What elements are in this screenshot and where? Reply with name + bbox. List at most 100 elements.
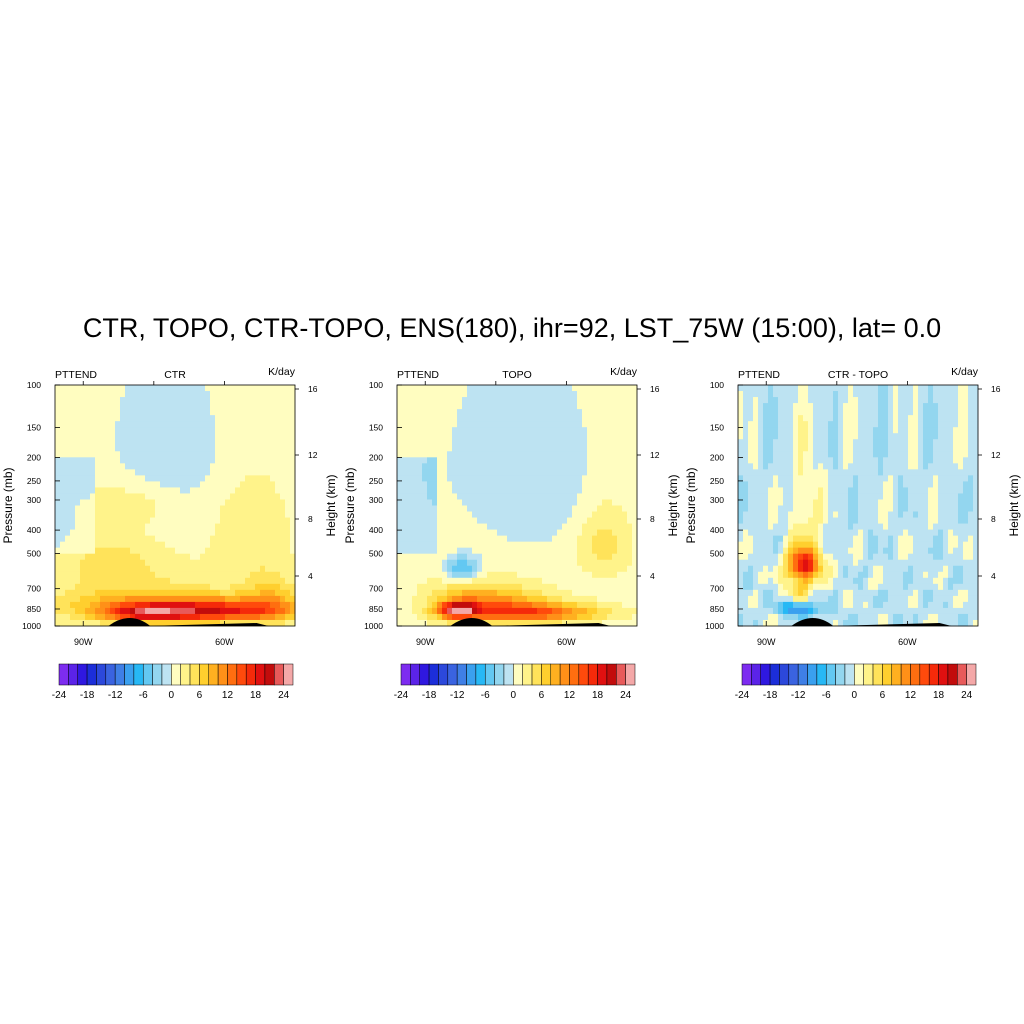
heatmap-cell	[215, 481, 221, 488]
heatmap-cell	[225, 571, 231, 579]
heatmap-cell	[743, 457, 749, 464]
heatmap-cell	[70, 601, 76, 609]
heatmap-cell	[402, 619, 408, 627]
heatmap-cell	[60, 391, 66, 398]
heatmap-cell	[195, 583, 201, 591]
heatmap-cell	[788, 577, 794, 585]
heatmap-cell	[502, 547, 508, 555]
heatmap-cell	[848, 523, 854, 531]
heatmap-cell	[452, 385, 458, 392]
heatmap-cell	[828, 547, 834, 555]
heatmap-cell	[205, 385, 211, 392]
heatmap-cell	[612, 481, 618, 488]
heatmap-cell	[175, 439, 181, 446]
heatmap-cell	[70, 499, 76, 506]
heatmap-cell	[582, 577, 588, 585]
heatmap-cell	[487, 451, 493, 458]
heatmap-cell	[612, 523, 618, 531]
heatmap-cell	[65, 487, 71, 494]
heatmap-cell	[140, 451, 146, 458]
heatmap-cell	[255, 385, 261, 392]
heatmap-cell	[572, 415, 578, 422]
heatmap-cell	[778, 469, 784, 476]
heatmap-cell	[798, 595, 804, 603]
heatmap-cell	[497, 403, 503, 410]
heatmap-cell	[833, 505, 839, 512]
heatmap-cell	[482, 463, 488, 470]
heatmap-cell	[120, 409, 126, 416]
heatmap-cell	[808, 421, 814, 428]
heatmap-cell	[220, 463, 226, 470]
heatmap-cell	[562, 505, 568, 512]
heatmap-cell	[190, 481, 196, 488]
heatmap-cell	[462, 469, 468, 476]
heatmap-cell	[617, 529, 623, 537]
heatmap-cell	[763, 403, 769, 410]
heatmap-cell	[487, 583, 493, 591]
heatmap-cell	[442, 553, 448, 561]
heatmap-cell	[497, 439, 503, 446]
heatmap-cell	[838, 607, 844, 615]
heatmap-cell	[788, 481, 794, 488]
heatmap-cell	[70, 421, 76, 428]
heatmap-cell	[838, 451, 844, 458]
heatmap-cell	[482, 595, 488, 603]
heatmap-cell	[200, 415, 206, 422]
heatmap-cell	[260, 421, 266, 428]
heatmap-cell	[818, 493, 824, 500]
heatmap-cell	[75, 391, 81, 398]
heatmap-cell	[165, 391, 171, 398]
heatmap-cell	[255, 565, 261, 573]
heatmap-cell	[110, 523, 116, 531]
heatmap-cell	[507, 499, 513, 506]
heatmap-cell	[547, 565, 553, 573]
heatmap-cell	[527, 451, 533, 458]
heatmap-cell	[75, 499, 81, 506]
heatmap-cell	[210, 409, 216, 416]
heatmap-cell	[215, 565, 221, 573]
heatmap-cell	[602, 577, 608, 585]
heatmap-cell	[793, 523, 799, 531]
heatmap-cell	[427, 475, 433, 482]
heatmap-cell	[788, 397, 794, 404]
heatmap-cell	[843, 487, 849, 494]
heatmap-cell	[160, 541, 166, 549]
heatmap-cell	[230, 523, 236, 531]
heatmap-cell	[823, 475, 829, 482]
heatmap-cell	[130, 607, 136, 615]
heatmap-cell	[482, 439, 488, 446]
heatmap-cell	[527, 547, 533, 555]
heatmap-cell	[632, 415, 638, 422]
heatmap-cell	[452, 511, 458, 518]
heatmap-cell	[250, 499, 256, 506]
heatmap-cell	[422, 457, 428, 464]
heatmap-cell	[753, 511, 759, 518]
heatmap-cell	[617, 385, 623, 392]
heatmap-cell	[155, 577, 161, 585]
heatmap-cell	[65, 541, 71, 549]
heatmap-cell	[627, 571, 633, 579]
heatmap-cell	[130, 529, 136, 537]
heatmap-cell	[60, 421, 66, 428]
heatmap-cell	[175, 487, 181, 494]
height-tick-label: 12	[650, 450, 660, 460]
heatmap-cell	[85, 433, 91, 440]
heatmap-cell	[622, 529, 628, 537]
heatmap-cell	[70, 445, 76, 452]
heatmap-cell	[185, 457, 191, 464]
heatmap-cell	[477, 451, 483, 458]
heatmap-cell	[768, 481, 774, 488]
heatmap-cell	[467, 505, 473, 512]
heatmap-cell	[803, 475, 809, 482]
heatmap-cell	[65, 607, 71, 615]
heatmap-cell	[120, 391, 126, 398]
heatmap-cell	[622, 397, 628, 404]
heatmap-cell	[572, 439, 578, 446]
heatmap-cell	[417, 589, 423, 597]
heatmap-cell	[255, 547, 261, 555]
colorbar-tick-label: 0	[169, 690, 175, 701]
heatmap-cell	[110, 583, 116, 591]
heatmap-cell	[240, 553, 246, 561]
heatmap-cell	[65, 529, 71, 537]
heatmap-cell	[397, 385, 403, 392]
